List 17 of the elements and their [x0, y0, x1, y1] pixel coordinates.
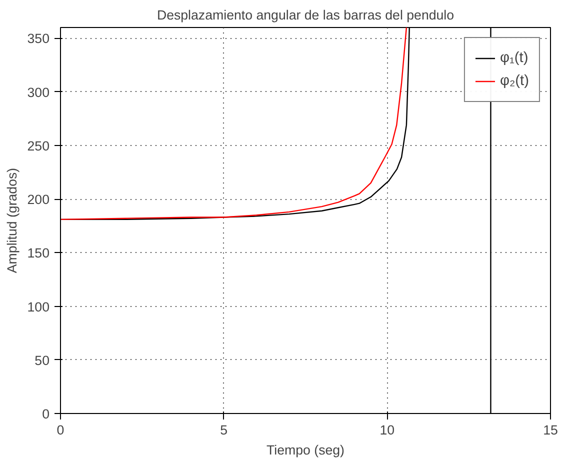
- y-tick-label: 300: [27, 84, 50, 100]
- y-tick-label: 250: [27, 138, 50, 154]
- y-tick-label: 150: [27, 246, 50, 261]
- x-tick-label: 15: [543, 422, 558, 438]
- y-tick-label: 350: [27, 31, 50, 46]
- chart-title: Desplazamiento angular de las barras del pendulo: [156, 8, 454, 22]
- y-axis-title: Amplitud (grados): [4, 168, 20, 274]
- x-axis-title: Tiempo (seg): [266, 442, 345, 458]
- y-tick-label: 50: [34, 352, 50, 368]
- y-tick-label: 100: [27, 299, 50, 314]
- x-tick-label: 0: [56, 422, 64, 438]
- legend-label: φ₁(t): [500, 50, 528, 66]
- x-tick-label: 10: [380, 422, 395, 438]
- y-tick-label: 200: [27, 192, 50, 208]
- y-tick-label: 0: [42, 406, 50, 422]
- x-tick-label: 5: [220, 422, 228, 438]
- legend-label: φ₂(t): [500, 73, 529, 89]
